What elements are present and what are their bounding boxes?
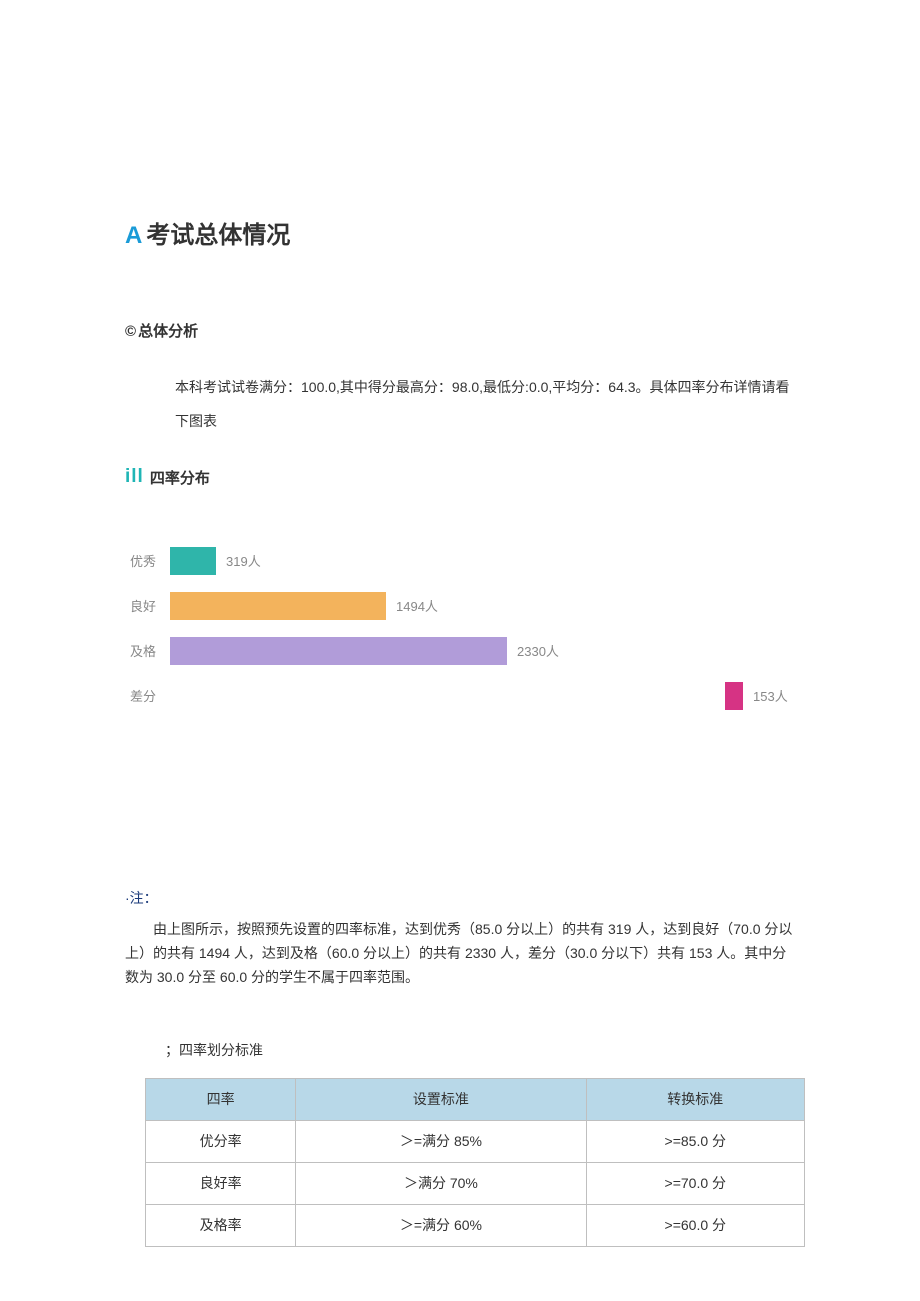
bar-chart-icon: ill xyxy=(125,466,144,488)
bar-track: 319人 xyxy=(170,542,795,580)
table-row: 良好率＞满分 70%>=70.0 分 xyxy=(146,1162,805,1204)
bar-track: 153人 xyxy=(170,677,795,715)
table-cell: 良好率 xyxy=(146,1162,296,1204)
bar-fill xyxy=(170,637,507,665)
bar-track: 2330人 xyxy=(170,632,795,670)
bar-fill xyxy=(725,682,743,710)
table-cell: 优分率 xyxy=(146,1120,296,1162)
bar-track: 1494人 xyxy=(170,587,795,625)
table-cell: ＞=满分 60% xyxy=(296,1204,586,1246)
table-row: 优分率＞=满分 85%>=85.0 分 xyxy=(146,1120,805,1162)
bar-value-label: 319人 xyxy=(226,551,261,570)
table-cell: 及格率 xyxy=(146,1204,296,1246)
table-cell: >=85.0 分 xyxy=(586,1120,804,1162)
bar-row: 优秀 319人 xyxy=(130,538,795,583)
page-title: A考试总体情况 xyxy=(125,215,795,250)
table-cell: >=60.0 分 xyxy=(586,1204,804,1246)
table-row: 及格率＞=满分 60%>=60.0 分 xyxy=(146,1204,805,1246)
bar-value-label: 2330人 xyxy=(517,641,559,660)
bar-value-label: 1494人 xyxy=(396,596,438,615)
bar-category-label: 及格 xyxy=(130,641,170,660)
title-text: 考试总体情况 xyxy=(146,222,290,249)
table-header-cell: 设置标准 xyxy=(296,1078,586,1120)
bar-fill xyxy=(170,592,386,620)
table-cell: ＞满分 70% xyxy=(296,1162,586,1204)
title-prefix: A xyxy=(125,222,142,249)
overall-heading-text: 总体分析 xyxy=(138,323,198,340)
bar-value-label: 153人 xyxy=(753,686,788,705)
bar-category-label: 良好 xyxy=(130,596,170,615)
copyright-icon: © xyxy=(125,323,136,340)
table-header-cell: 四率 xyxy=(146,1078,296,1120)
chart-heading: ill 四率分布 xyxy=(125,466,795,488)
bar-fill xyxy=(170,547,216,575)
summary-text: 本科考试试卷满分：100.0,其中得分最高分：98.0,最低分:0.0,平均分：… xyxy=(125,371,795,438)
bar-row: 良好 1494人 xyxy=(130,583,795,628)
table-cell: ＞=满分 85% xyxy=(296,1120,586,1162)
four-rate-bar-chart: 优秀 319人良好 1494人及格 2330人差分 153人 xyxy=(125,538,795,718)
bar-category-label: 差分 xyxy=(130,686,170,705)
table-heading: ；四率划分标准 xyxy=(125,1040,795,1060)
table-header-cell: 转换标准 xyxy=(586,1078,804,1120)
note-text: 由上图所示，按照预先设置的四率标准，达到优秀（85.0 分以上）的共有 319 … xyxy=(125,918,795,989)
bar-row: 差分 153人 xyxy=(130,673,795,718)
four-rate-standards-table: 四率设置标准转换标准 优分率＞=满分 85%>=85.0 分良好率＞满分 70%… xyxy=(145,1078,805,1247)
bar-row: 及格 2330人 xyxy=(130,628,795,673)
overall-heading: ©总体分析 xyxy=(125,320,795,341)
bar-category-label: 优秀 xyxy=(130,551,170,570)
note-label: ·注： xyxy=(125,888,795,908)
table-cell: >=70.0 分 xyxy=(586,1162,804,1204)
chart-heading-text: 四率分布 xyxy=(150,467,210,488)
